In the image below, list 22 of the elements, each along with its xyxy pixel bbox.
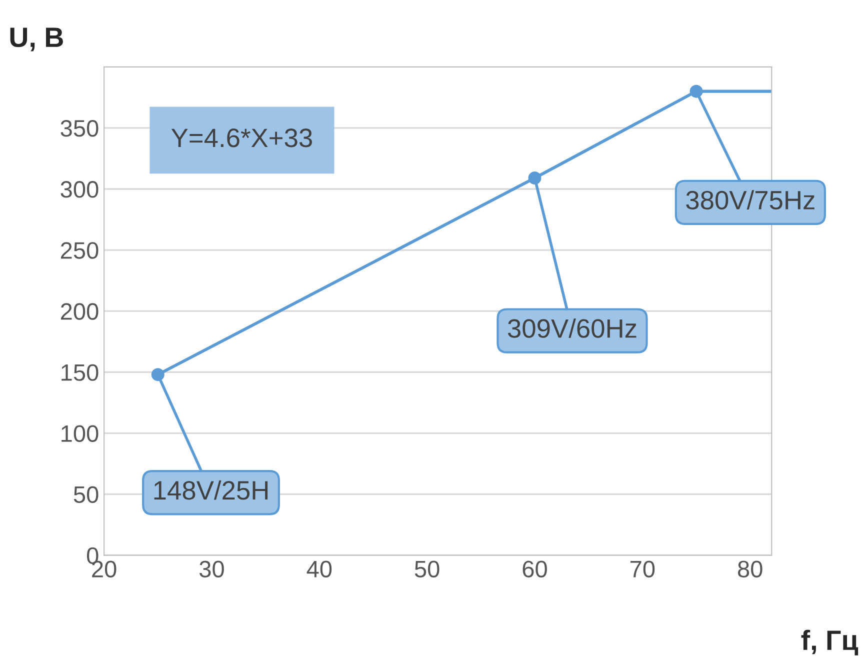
point (151, 368, 164, 382)
y-tick-label: 350 (60, 120, 98, 137)
x-tick-label: 30 (199, 560, 224, 578)
y-tick-label: 150 (62, 364, 98, 381)
y-tick-label: 200 (60, 303, 98, 320)
annotation: Y=4.6*X+33 (171, 128, 312, 148)
y-tick-label: 50 (74, 486, 98, 504)
annotation: 309V/60Hz (508, 318, 636, 338)
point (690, 84, 703, 98)
y-axis-title: U, B (10, 28, 63, 52)
y-tick-label: 100 (62, 425, 98, 442)
x-tick-label: 80 (738, 560, 762, 578)
x-tick-label: 50 (414, 560, 440, 578)
annotation: 148V/25H (154, 480, 268, 500)
y-tick-label: 300 (60, 181, 98, 198)
x-tick-label: 60 (522, 560, 547, 578)
x-tick-label: 40 (306, 560, 332, 578)
x-tick-label: 70 (630, 560, 655, 578)
x-axis-title: f, Гц (801, 630, 858, 656)
y-tick-label: 250 (60, 242, 98, 259)
annotation: 380V/75Hz (686, 190, 814, 210)
point (528, 172, 542, 185)
